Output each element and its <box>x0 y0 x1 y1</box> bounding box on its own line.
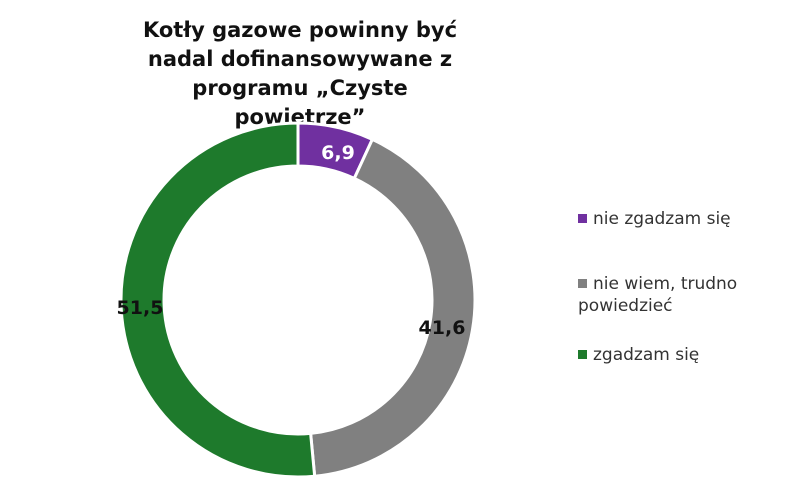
data-label: 41,6 <box>419 317 466 339</box>
donut-slice <box>119 121 317 479</box>
legend-label: nie wiem, trudno powiedzieć <box>578 274 738 316</box>
chart-title: Kotły gazowe powinny być nadal dofinanso… <box>142 18 458 129</box>
legend-swatch <box>578 350 587 359</box>
donut-slice <box>308 137 477 478</box>
legend-item: nie wiem, trudno powiedzieć <box>578 273 768 317</box>
legend-swatch <box>578 214 587 223</box>
data-label: 6,9 <box>321 142 355 164</box>
legend-label: zgadzam się <box>593 345 700 365</box>
legend-item: zgadzam się <box>578 344 699 366</box>
legend-item: nie zgadzam się <box>578 208 731 230</box>
legend-swatch <box>578 279 587 288</box>
legend-label: nie zgadzam się <box>593 209 731 229</box>
data-label: 51,5 <box>117 297 164 319</box>
